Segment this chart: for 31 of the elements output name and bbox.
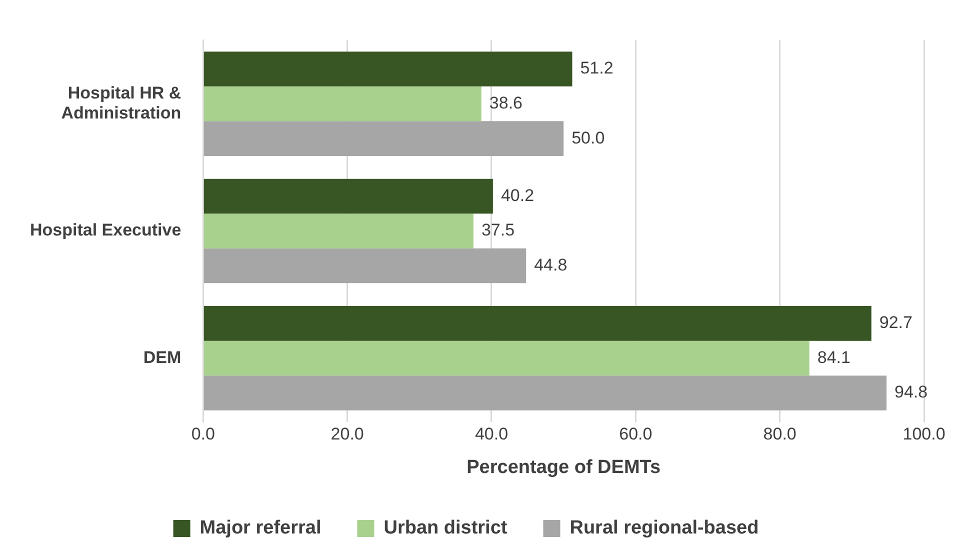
data-label: 37.5 [481, 220, 515, 240]
legend-label: Major referral [200, 518, 322, 539]
bar [204, 376, 887, 410]
data-label: 38.6 [489, 93, 522, 112]
x-tick-label: 20.0 [330, 424, 364, 444]
x-tick-label: 80.0 [763, 424, 796, 444]
data-label: 50.0 [572, 128, 605, 148]
bar [204, 52, 572, 86]
bar [204, 178, 493, 214]
data-label: 94.8 [894, 382, 928, 402]
bar [204, 86, 482, 122]
x-tick-label: 0.0 [191, 424, 215, 444]
data-label: 84.1 [817, 348, 850, 367]
y-tick-label: Hospital Executive [30, 220, 182, 240]
bar [204, 306, 872, 341]
data-label: 92.7 [879, 313, 912, 332]
legend-label: Urban district [384, 518, 508, 539]
data-label: 40.2 [500, 186, 534, 205]
y-tick-label: DEM [143, 348, 182, 367]
bar [204, 121, 564, 156]
bar [204, 248, 526, 284]
x-axis-title: Percentage of DEMTs [466, 456, 661, 478]
bar [204, 340, 810, 376]
x-tick-label: 100.0 [902, 424, 946, 444]
legend-label: Rural regional-based [570, 518, 759, 539]
data-label: 51.2 [580, 58, 614, 78]
bar [204, 214, 474, 248]
x-tick-label: 40.0 [474, 424, 508, 444]
x-tick-label: 60.0 [619, 424, 652, 444]
data-label: 44.8 [534, 255, 568, 274]
y-tick-label: Hospital HR & Administration [61, 83, 182, 123]
